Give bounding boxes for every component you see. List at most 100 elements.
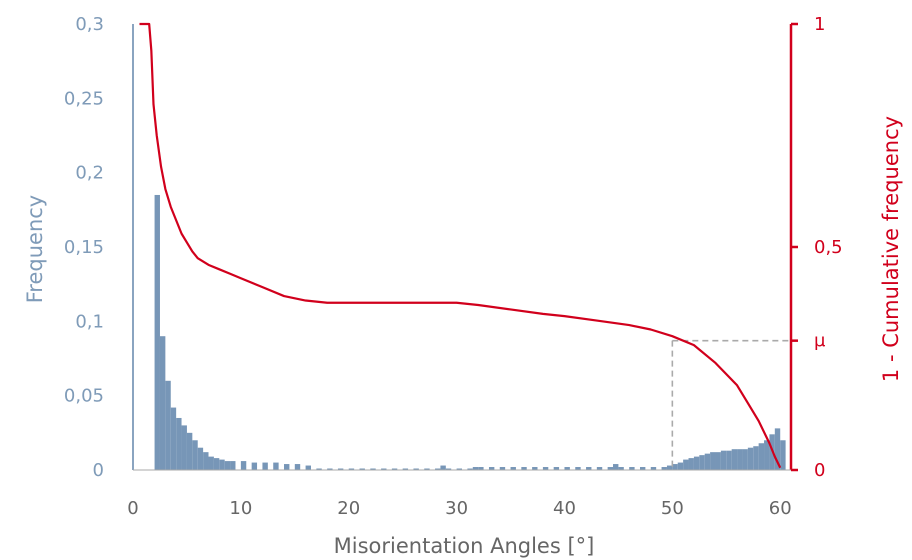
histogram-bar <box>192 440 198 470</box>
histogram-bar <box>780 440 786 470</box>
histogram-bar <box>251 462 258 470</box>
left-y-tick-label: 0,3 <box>75 14 104 35</box>
histogram-bar <box>737 449 743 470</box>
histogram-bar <box>273 462 279 470</box>
histogram-bar <box>219 459 225 470</box>
x-tick-label: 20 <box>337 498 360 519</box>
histogram-bar <box>758 443 765 470</box>
histogram-bar <box>478 467 484 470</box>
histogram-bar <box>688 458 694 470</box>
histogram-bar <box>661 467 667 470</box>
histogram-bar <box>294 464 301 470</box>
left-y-axis-label: Frequency <box>23 195 47 304</box>
histogram-bar <box>327 468 333 470</box>
left-y-tick-label: 0,25 <box>64 88 104 109</box>
histogram-bar <box>186 432 193 470</box>
histogram-bar <box>262 462 268 470</box>
histogram-bar <box>564 467 570 470</box>
histogram-bar <box>521 467 527 470</box>
histogram-bar <box>159 336 166 470</box>
histogram-bar <box>683 459 689 470</box>
histogram-bar <box>337 468 344 470</box>
x-axis-ticks: 0 10 20 30 40 50 60 <box>127 498 791 519</box>
left-y-axis-ticks: 0 0,05 0,1 0,15 0,2 0,25 0,3 <box>64 14 104 481</box>
histogram-bar <box>553 467 560 470</box>
histogram-bar <box>359 468 365 470</box>
histogram-bar <box>402 468 409 470</box>
histogram-bar <box>672 464 678 470</box>
mu-label: μ <box>814 331 826 352</box>
histogram-bar <box>629 467 635 470</box>
histogram-bar <box>240 461 247 470</box>
histogram-bar <box>753 446 759 470</box>
histogram-bar <box>704 453 711 470</box>
histogram-bar <box>445 468 452 470</box>
histogram-bar <box>224 461 231 470</box>
cumulative-frequency-line <box>139 22 782 469</box>
histogram-bar <box>613 464 619 470</box>
histogram-bar <box>456 468 462 470</box>
histogram-bar <box>532 467 538 470</box>
x-tick-label: 60 <box>769 498 792 519</box>
histogram-bar <box>197 447 204 470</box>
left-y-tick-label: 0,15 <box>64 237 104 258</box>
histogram-bar <box>391 468 398 470</box>
histogram-bar <box>413 468 419 470</box>
right-y-tick-label: 1 <box>814 14 825 35</box>
histogram-bar <box>370 468 376 470</box>
left-y-tick-label: 0,05 <box>64 386 104 407</box>
histogram-bar <box>720 450 727 470</box>
histogram-bar <box>710 452 716 470</box>
left-y-tick-label: 0,2 <box>75 163 104 184</box>
x-tick-label: 40 <box>553 498 576 519</box>
x-axis-label: Misorientation Angles [°] <box>334 534 595 558</box>
histogram-bar <box>542 467 549 470</box>
histogram-bar <box>181 425 187 470</box>
histogram-bar <box>618 467 624 470</box>
x-tick-label: 50 <box>661 498 684 519</box>
histogram-bar <box>499 467 506 470</box>
histogram-bar <box>575 467 581 470</box>
mu-guide-lines <box>671 339 791 470</box>
x-tick-label: 30 <box>445 498 468 519</box>
histogram-bar <box>381 468 387 470</box>
histogram-bar <box>715 452 721 470</box>
histogram-bar <box>154 194 160 470</box>
histogram-bar <box>284 464 290 470</box>
histogram-bar <box>203 452 209 470</box>
histogram-bar <box>699 455 705 470</box>
histogram-bar <box>510 467 516 470</box>
histogram-bar <box>726 450 732 470</box>
histogram-bar <box>586 467 592 470</box>
histogram-bar <box>208 456 214 470</box>
histogram-bar <box>165 380 171 470</box>
histogram-bar <box>435 468 441 470</box>
histogram-bar <box>230 461 236 470</box>
histogram-bar <box>650 467 657 470</box>
histogram-bar <box>731 449 738 470</box>
histogram-bar <box>677 462 684 470</box>
histogram-bar <box>440 465 446 470</box>
histogram-bar <box>213 458 220 470</box>
right-y-tick-label: 0 <box>814 460 825 481</box>
histogram-bar <box>639 467 646 470</box>
histogram-bars <box>154 194 786 470</box>
left-y-tick-label: 0,1 <box>75 311 104 332</box>
histogram-bar <box>488 467 495 470</box>
histogram-bar <box>666 465 673 470</box>
histogram-bar <box>774 428 781 470</box>
histogram-bar <box>305 465 311 470</box>
histogram-bar <box>170 407 177 470</box>
histogram-bar <box>348 468 355 470</box>
histogram-bar <box>467 468 473 470</box>
histogram-bar <box>764 440 770 470</box>
histogram-bar <box>596 467 603 470</box>
histogram-bar <box>607 467 614 470</box>
x-tick-label: 0 <box>127 498 138 519</box>
x-tick-label: 10 <box>229 498 252 519</box>
right-y-axis-label: 1 - Cumulative frequency <box>879 116 903 382</box>
histogram-bar <box>176 417 182 470</box>
histogram-bar <box>472 467 479 470</box>
histogram-bar <box>742 449 748 470</box>
